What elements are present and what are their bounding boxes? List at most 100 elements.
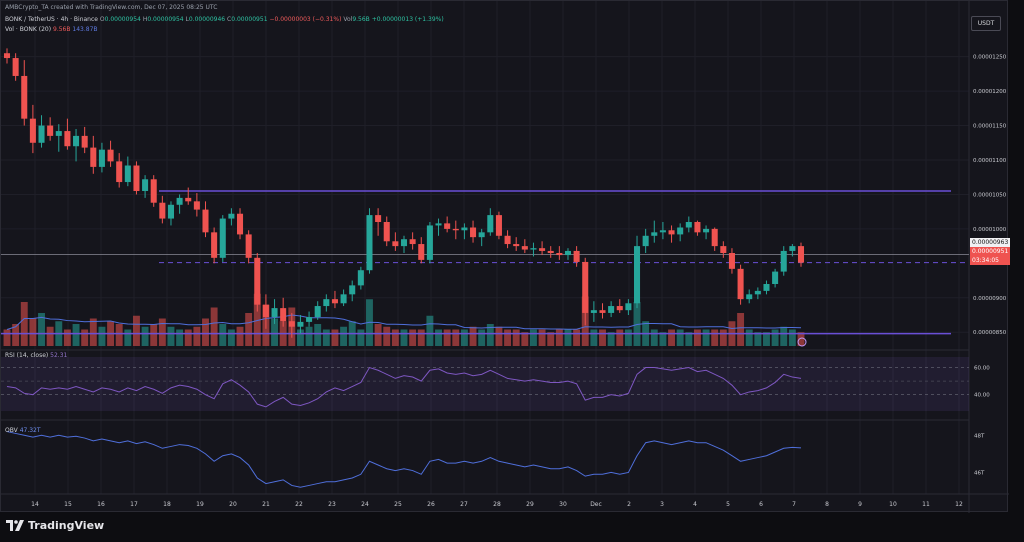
time-axis-label: 8	[825, 501, 829, 508]
candle-body	[150, 179, 157, 203]
candle-body	[55, 131, 62, 136]
volume-bar	[29, 318, 37, 346]
candle-body	[297, 321, 304, 327]
candle-body	[64, 131, 71, 147]
rsi-value: 52.31	[50, 352, 68, 359]
vol-label: Vol	[343, 16, 353, 23]
obv-line	[6, 431, 802, 488]
time-axis-label: 25	[394, 501, 402, 508]
time-axis-label: 17	[130, 501, 138, 508]
volume-bar	[305, 326, 313, 346]
candle-body	[634, 246, 641, 304]
candle-body	[409, 239, 416, 245]
price-axis-label: 0.00001100	[973, 158, 1007, 164]
candle-body	[495, 215, 502, 236]
candle-body	[426, 225, 433, 260]
candle-body	[21, 75, 28, 119]
volume-bar	[124, 329, 132, 346]
candle-body	[625, 303, 632, 311]
candle-body	[90, 147, 97, 167]
volume-bar	[400, 329, 408, 346]
candle-body	[237, 213, 244, 235]
grid	[1, 1, 969, 494]
volume-bar	[3, 329, 11, 346]
volume-bar	[711, 329, 719, 346]
candle-body	[98, 149, 105, 167]
candle-body	[668, 230, 675, 235]
candle-body	[539, 248, 546, 251]
rsi-label: RSI (14, close)	[5, 352, 49, 359]
candle-body	[383, 222, 390, 242]
candle-body	[521, 246, 528, 250]
volume-legend[interactable]: Vol · BONK (20) 9.56B 143.87B	[5, 26, 98, 33]
price-axis-label: 0.00000850	[973, 330, 1007, 336]
time-axis-label: 22	[295, 501, 303, 508]
horizontal-levels[interactable]	[1, 190, 969, 335]
volume-bar	[685, 332, 693, 346]
candle-body	[38, 125, 45, 143]
currency-button[interactable]: USDT	[971, 16, 1001, 31]
candle-body	[245, 234, 252, 258]
volume-bar	[754, 332, 762, 346]
volume-bar	[202, 318, 209, 346]
volume-bar	[322, 329, 330, 346]
footer-brand[interactable]: TradingView	[6, 519, 104, 532]
candle-body	[271, 308, 278, 318]
candle-body	[211, 232, 218, 258]
volume-indicator-value2: 143.87B	[72, 26, 98, 33]
volume-bar	[512, 329, 520, 346]
candle-body	[392, 241, 399, 247]
candle-body	[280, 308, 287, 322]
time-axis-label: 11	[922, 501, 930, 508]
candle-body	[720, 246, 727, 253]
price-axis-label: 0.00001250	[973, 55, 1007, 61]
time-axis-label: Dec	[590, 501, 602, 508]
volume-bar	[530, 329, 537, 346]
flag-icon[interactable]	[797, 337, 807, 347]
time-axis-label: 10	[889, 501, 897, 508]
volume-bar	[176, 329, 184, 346]
volume-bar	[693, 329, 701, 346]
last-price-tag: 0.00000963	[970, 238, 1010, 247]
chart-svg[interactable]: 0.00001250 0.00001200 0.00001150 0.00001100…	[1, 1, 1009, 513]
time-axis-label: 6	[759, 501, 763, 508]
volume-bar	[150, 324, 158, 346]
volume-bar	[193, 326, 201, 346]
candle-body	[228, 213, 235, 219]
rsi-legend[interactable]: RSI (14, close) 52.31	[5, 352, 67, 359]
candle-body	[504, 235, 511, 245]
candle-body	[116, 161, 123, 183]
candle-body	[357, 270, 364, 286]
volume-bars	[3, 293, 805, 346]
price-axis-label: 0.00001050	[973, 192, 1007, 198]
volume-bar	[780, 326, 788, 346]
candle-body	[47, 125, 54, 136]
price-axis[interactable]: 0.00001250 0.00001200 0.00001150 0.00001100…	[973, 55, 1007, 337]
time-axis-label: 24	[361, 501, 369, 508]
volume-indicator-value1: 9.56B	[53, 26, 71, 33]
volume-bar	[763, 332, 770, 346]
price-axis-label: 0.00000900	[973, 296, 1007, 302]
candle-body	[29, 118, 36, 143]
volume-bar	[426, 315, 434, 346]
symbol-label[interactable]: BONK / TetherUS · 4h · Binance	[5, 16, 98, 23]
time-axis-label: 30	[559, 501, 567, 508]
obv-legend[interactable]: OBV 47.32T	[5, 427, 41, 434]
c-value: 0.00000951	[231, 16, 268, 23]
candle-body	[651, 232, 658, 236]
volume-bar	[38, 313, 45, 346]
rsi-axis-label: 60.00	[974, 366, 990, 372]
candle-body	[694, 222, 701, 233]
candle-body	[772, 271, 779, 284]
candle-body	[642, 235, 649, 247]
volume-indicator-label: Vol · BONK (20)	[5, 26, 52, 33]
candle-body	[478, 232, 485, 238]
volume-bar	[771, 329, 779, 346]
volume-bar	[547, 332, 555, 346]
candle-body	[513, 244, 520, 247]
price-axis-label: 0.00001200	[973, 89, 1007, 95]
volume-bar	[115, 324, 123, 346]
candle-body	[202, 209, 209, 233]
candle-body	[547, 250, 554, 253]
time-axis[interactable]: 14 15 16 17 18 19 20 21 22 23 24 25 26 27 28 29 30 Dec 2 3 4…	[31, 501, 963, 508]
